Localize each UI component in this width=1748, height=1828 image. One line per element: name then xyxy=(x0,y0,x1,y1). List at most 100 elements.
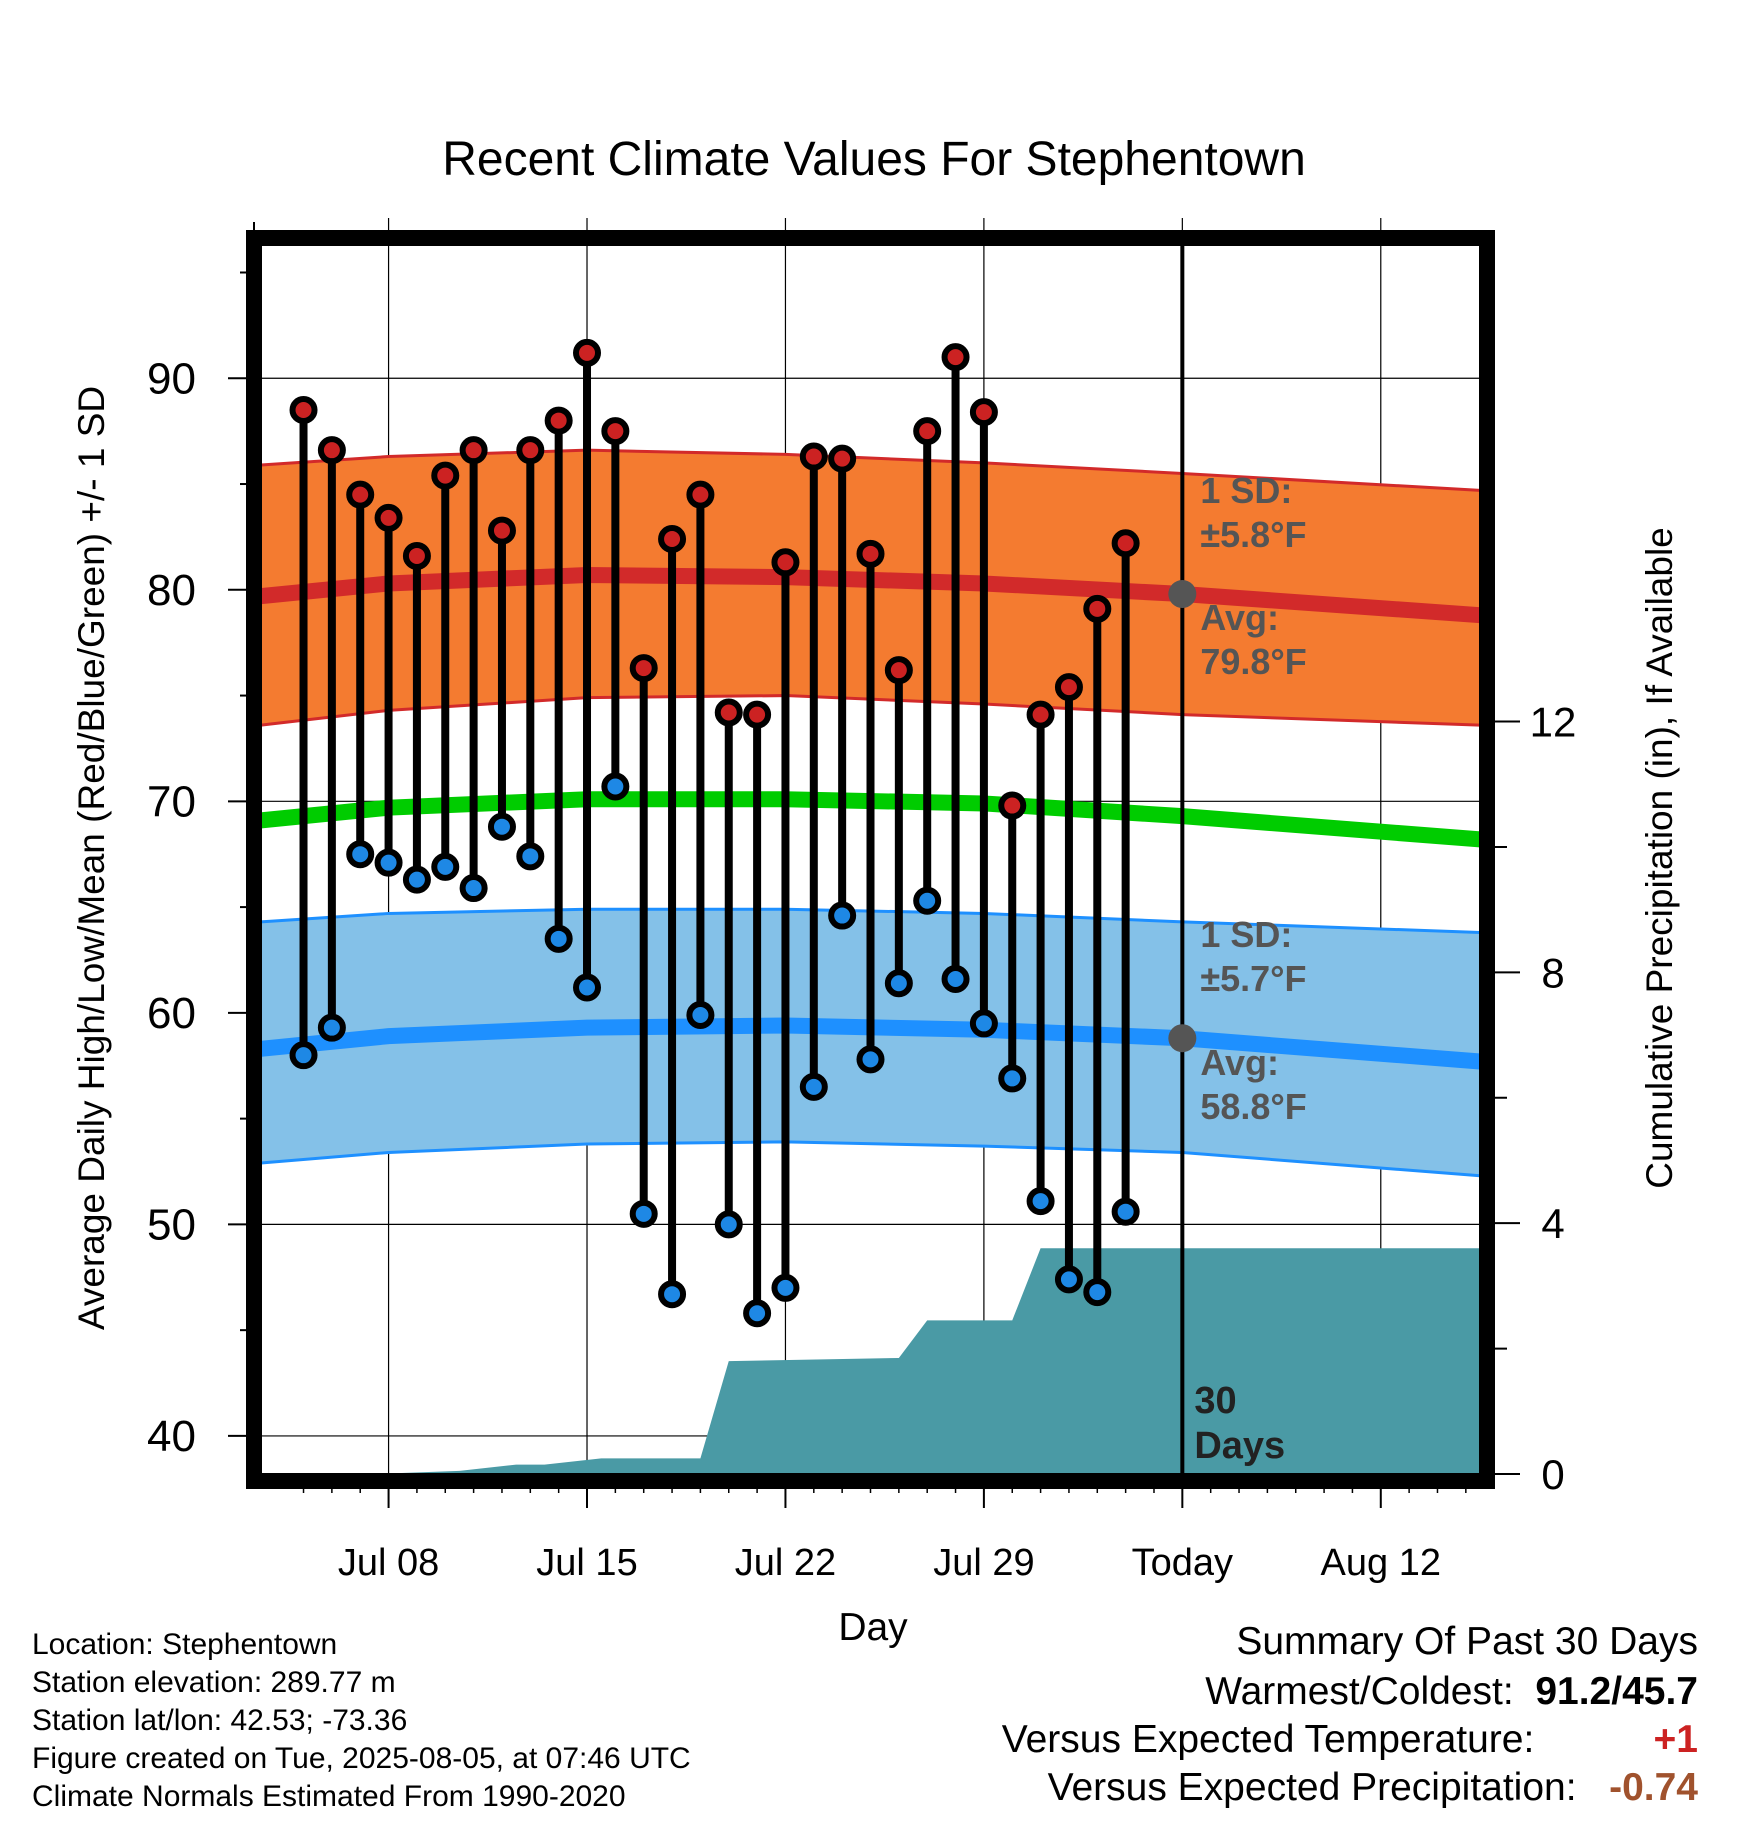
low-avg-value: 58.8°F xyxy=(1200,1086,1306,1127)
low-point xyxy=(913,886,942,915)
y2-tick-label: 0 xyxy=(1541,1451,1564,1498)
low-point xyxy=(714,1210,743,1239)
high-point xyxy=(317,436,346,465)
summary-panel: Summary Of Past 30 Days Warmest/Coldest:… xyxy=(1002,1620,1698,1810)
high-sd-value: ±5.8°F xyxy=(1200,514,1306,555)
high-point xyxy=(799,442,828,471)
high-point xyxy=(1054,673,1083,702)
x-axis-label: Day xyxy=(838,1606,908,1649)
elevation-text: Station elevation: 289.77 m xyxy=(32,1666,396,1699)
high-avg-value: 79.8°F xyxy=(1200,641,1306,682)
low-sd-value: ±5.7°F xyxy=(1200,958,1306,999)
precip-value: -0.74 xyxy=(1609,1766,1698,1809)
y2-axis-label: Cumulative Precipitation (in), If Availa… xyxy=(1639,527,1680,1189)
y-tick-label: 40 xyxy=(147,1412,196,1461)
normals-text: Climate Normals Estimated From 1990-2020 xyxy=(32,1780,626,1813)
high-sd-label: 1 SD: xyxy=(1200,470,1292,511)
warmest-label: Warmest/Coldest: xyxy=(1205,1670,1514,1713)
high-point xyxy=(346,480,375,509)
low-point xyxy=(402,865,431,894)
daily-range-stems xyxy=(299,352,1130,1314)
low-avg-label: Avg: xyxy=(1200,1042,1279,1083)
high-point xyxy=(913,417,942,446)
low-point xyxy=(941,965,970,994)
location-text: Location: Stephentown xyxy=(32,1628,338,1661)
low-point xyxy=(431,852,460,881)
x-tick-label: Jul 29 xyxy=(933,1542,1034,1584)
high-point xyxy=(629,654,658,683)
summary-temp-row: Versus Expected Temperature: +1 xyxy=(1002,1718,1698,1762)
cumulative-precip-area xyxy=(261,1248,1480,1474)
summary-warmest-row: Warmest/Coldest: 91.2/45.7 xyxy=(1002,1670,1698,1714)
x-tick-label: Jul 15 xyxy=(536,1542,637,1584)
precip-label: Versus Expected Precipitation: xyxy=(1047,1766,1577,1809)
x-tick-label: Jul 08 xyxy=(338,1542,439,1584)
low-point xyxy=(771,1273,800,1302)
low-point xyxy=(884,969,913,998)
high-point xyxy=(828,444,857,473)
chart-title: Recent Climate Values For Stephentown xyxy=(442,133,1306,186)
low-point xyxy=(1054,1265,1083,1294)
high-point xyxy=(544,406,573,435)
low-point xyxy=(1111,1197,1140,1226)
warmest-value: 91.2/45.7 xyxy=(1535,1670,1698,1713)
low-point xyxy=(289,1041,318,1070)
low-point xyxy=(544,924,573,953)
today-days-label: Days xyxy=(1194,1425,1285,1467)
y-tick-label: 60 xyxy=(147,989,196,1038)
high-point xyxy=(884,656,913,685)
low-point xyxy=(516,842,545,871)
y-tick-label: 90 xyxy=(147,354,196,403)
low-point xyxy=(799,1072,828,1101)
low-point xyxy=(743,1299,772,1328)
low-point xyxy=(1083,1278,1112,1307)
temp-label: Versus Expected Temperature: xyxy=(1001,1718,1535,1761)
low-point xyxy=(487,812,516,841)
y2-tick-label: 12 xyxy=(1530,699,1577,746)
high-point xyxy=(431,461,460,490)
low-point xyxy=(998,1064,1027,1093)
high-point xyxy=(941,343,970,372)
high-avg-label: Avg: xyxy=(1200,597,1279,638)
high-point xyxy=(1026,700,1055,729)
high-point xyxy=(573,338,602,367)
low-sd-label: 1 SD: xyxy=(1200,914,1292,955)
low-point xyxy=(374,848,403,877)
high-point xyxy=(402,541,431,570)
high-point xyxy=(658,525,687,554)
high-point xyxy=(998,791,1027,820)
high-point xyxy=(601,417,630,446)
high-point xyxy=(1083,594,1112,623)
high-point xyxy=(374,503,403,532)
low-point xyxy=(629,1199,658,1228)
y-tick-label: 70 xyxy=(147,777,196,826)
low-point xyxy=(658,1280,687,1309)
low-point xyxy=(346,840,375,869)
axes: 40 50 60 70 80 90 0 4 8 12 Jul 08 Jul 15 Jul 22 Jul 2… xyxy=(147,222,1576,1584)
low-point xyxy=(969,1009,998,1038)
high-point xyxy=(714,698,743,727)
low-point xyxy=(856,1045,885,1074)
temp-value: +1 xyxy=(1653,1718,1698,1761)
high-point xyxy=(743,700,772,729)
summary-title: Summary Of Past 30 Days xyxy=(1236,1620,1698,1663)
low-point xyxy=(1026,1187,1055,1216)
low-point xyxy=(601,772,630,801)
high-point xyxy=(686,480,715,509)
y-axis-label: Average Daily High/Low/Mean (Red/Blue/Gr… xyxy=(71,386,112,1330)
precipitation-area xyxy=(261,1248,1480,1474)
station-info: Location: Stephentown Station elevation:… xyxy=(32,1626,691,1816)
high-point xyxy=(1111,529,1140,558)
high-avg-marker xyxy=(1168,580,1197,609)
x-tick-label: Jul 22 xyxy=(735,1542,836,1584)
daily-points xyxy=(289,338,1140,1328)
low-point xyxy=(459,874,488,903)
y2-tick-label: 8 xyxy=(1541,949,1564,996)
summary-precip-row: Versus Expected Precipitation: -0.74 xyxy=(1002,1766,1698,1810)
low-point xyxy=(317,1013,346,1042)
low-point xyxy=(828,901,857,930)
low-point xyxy=(686,1000,715,1029)
x-tick-label: Today xyxy=(1132,1542,1233,1584)
